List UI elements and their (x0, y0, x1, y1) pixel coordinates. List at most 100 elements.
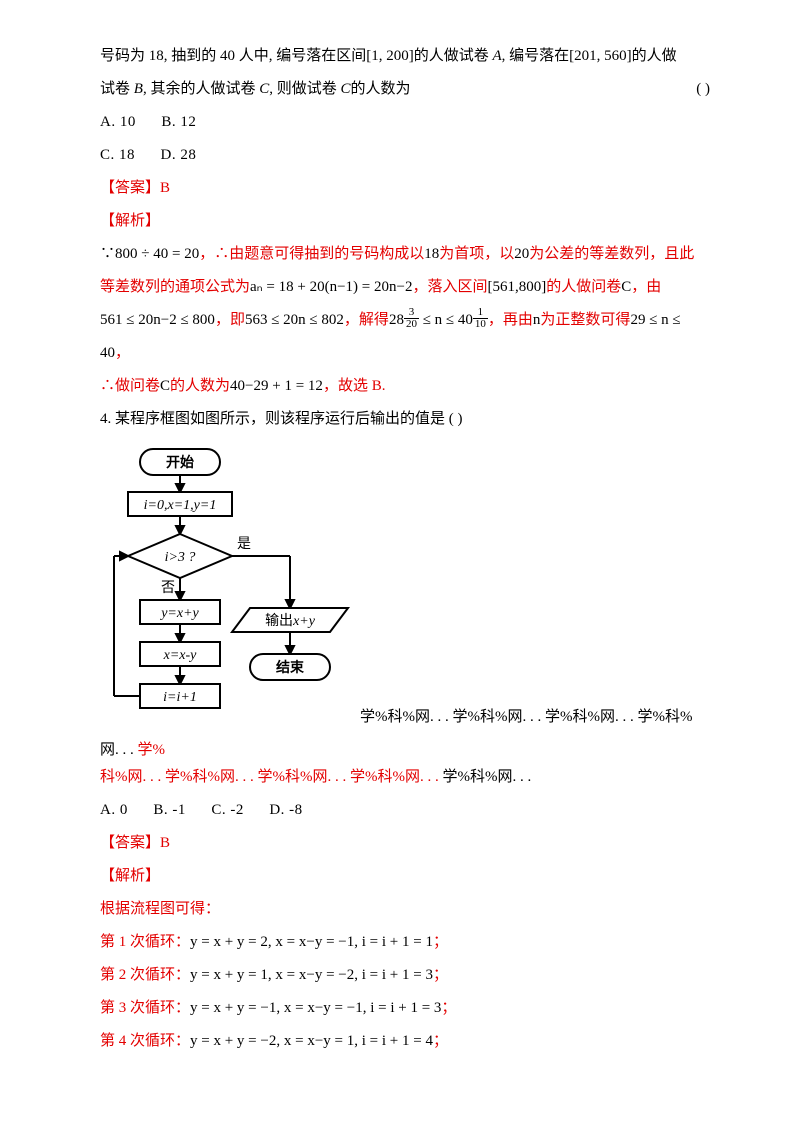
watermark: 学%科%网. . . (258, 769, 351, 785)
answer-paren: ( ) (696, 73, 710, 106)
q3-explain-3: 561 ≤ 20n−2 ≤ 800，即563 ≤ 20n ≤ 802，解得283… (100, 304, 710, 370)
flow-output: 输出x+y (265, 613, 316, 629)
text: 的人做问卷 (546, 279, 621, 295)
text: 号码为 18, 抽到的 40 人中, 编号落在区间[1, 200]的人做试卷 (100, 48, 489, 64)
flow-s1: y=x+y (159, 606, 199, 621)
option-b: B. -1 (153, 802, 186, 818)
q3-options-row2: C. 18 D. 28 (100, 139, 710, 172)
watermark: 学%科%网. . . (360, 709, 453, 725)
text: 为正整数可得 (540, 312, 630, 328)
q3-explain-1: ∵800 ÷ 40 = 20，∴由题意可得抽到的号码构成以18为首项，以20为公… (100, 238, 710, 271)
text: ，即 (215, 312, 245, 328)
watermark: 科%网. . . (100, 769, 165, 785)
flow-yes: 是 (237, 537, 251, 552)
q4-explain-intro: 根据流程图可得： (100, 893, 710, 926)
q4-answer: 【答案】B (100, 827, 710, 860)
var-C: C (160, 378, 170, 394)
mixed-fraction: 40110 (458, 312, 488, 328)
option-c: C. 18 (100, 147, 135, 163)
semi: ； (433, 967, 448, 983)
q4-loop1: 第 1 次循环：y = x + y = 2, x = x−y = −1, i =… (100, 926, 710, 959)
q4-stem: 4. 某程序框图如图所示，则该程序运行后输出的值是 ( ) (100, 403, 710, 436)
semi: ； (441, 1000, 456, 1016)
flow-end: 结束 (276, 659, 305, 676)
text: , 编号落在[201, 560]的人做 (502, 48, 677, 64)
q4-options: A. 0 B. -1 C. -2 D. -8 (100, 794, 710, 827)
q3-explain-2: 等差数列的通项公式为aₙ = 18 + 20(n−1) = 20n−2，落入区间… (100, 271, 710, 304)
q4-explain-label: 【解析】 (100, 860, 710, 893)
text: ，由 (631, 279, 661, 295)
flow-start: 开始 (166, 454, 194, 471)
text: , 其余的人做试卷 (143, 81, 256, 97)
q4-loop2: 第 2 次循环：y = x + y = 1, x = x−y = −2, i =… (100, 959, 710, 992)
var-B: B (134, 81, 143, 97)
option-d: D. 28 (161, 147, 197, 163)
watermark-line2: 科%网. . . 学%科%网. . . 学%科%网. . . 学%科%网. . … (100, 761, 710, 794)
flow-s3: i=i+1 (163, 690, 197, 705)
text: 的人数为 (351, 81, 411, 97)
var-A: A (493, 48, 502, 64)
watermark: 学% (138, 742, 166, 758)
text: ， (115, 345, 130, 361)
q3-explain-label: 【解析】 (100, 205, 710, 238)
num: 20 (514, 246, 529, 262)
q4-loop3: 第 3 次循环：y = x + y = −1, x = x−y = −1, i … (100, 992, 710, 1025)
math: aₙ = 18 + 20(n−1) = 20n−2 (250, 279, 412, 295)
option-c: C. -2 (211, 802, 244, 818)
flowchart-icon: 开始 i=0,x=1,y=1 i>3 ? 是 否 y=x+y (100, 444, 360, 734)
math: y = x + y = −1, x = x−y = −1, i = i + 1 … (190, 1000, 441, 1016)
semi: ； (433, 1033, 448, 1049)
text: 为首项，以 (439, 246, 514, 262)
text: ，再由 (488, 312, 533, 328)
text: ∴做问卷 (100, 378, 160, 394)
text: 试卷 (100, 81, 130, 97)
text: 的人数为 (170, 378, 230, 394)
watermark: 学%科%网. . . (453, 709, 546, 725)
flow-s2: x=x-y (163, 648, 198, 663)
mixed-fraction: 28320 (389, 312, 419, 328)
loop-label: 第 2 次循环： (100, 967, 190, 983)
q3-options-row1: A. 10 B. 12 (100, 106, 710, 139)
math: ≤ n ≤ (419, 312, 458, 328)
q3-stem-line1: 号码为 18, 抽到的 40 人中, 编号落在区间[1, 200]的人做试卷 A… (100, 40, 710, 73)
loop-label: 第 3 次循环： (100, 1000, 190, 1016)
loop-label: 第 1 次循环： (100, 934, 190, 950)
loop-label: 第 4 次循环： (100, 1033, 190, 1049)
math: 563 ≤ 20n ≤ 802 (245, 312, 344, 328)
option-a: A. 10 (100, 114, 136, 130)
math: y = x + y = −2, x = x−y = 1, i = i + 1 =… (190, 1033, 433, 1049)
q4-flowchart-row: 开始 i=0,x=1,y=1 i>3 ? 是 否 y=x+y (100, 436, 710, 767)
text: ，故选 B. (323, 378, 386, 394)
q3-stem-line2: 试卷 B, 其余的人做试卷 C, 则做试卷 C的人数为 ( ) (100, 73, 710, 106)
flow-cond: i>3 ? (165, 550, 196, 565)
math: y = x + y = 2, x = x−y = −1, i = i + 1 =… (190, 934, 433, 950)
math: 40−29 + 1 = 12 (230, 378, 323, 394)
option-d: D. -8 (269, 802, 302, 818)
math: y = x + y = 1, x = x−y = −2, i = i + 1 =… (190, 967, 433, 983)
watermark: 学%科%网. . . (545, 709, 638, 725)
text: ，∴由题意可得抽到的号码构成以 (199, 246, 424, 262)
option-b: B. 12 (161, 114, 196, 130)
var-C: C (259, 81, 269, 97)
option-a: A. 0 (100, 802, 128, 818)
watermark: 学%科%网. . . (443, 769, 532, 785)
watermark: 学%科%网. . . (165, 769, 258, 785)
text: , 则做试卷 (269, 81, 337, 97)
text: 为公差的等差数列，且此 (529, 246, 694, 262)
flow-no: 否 (161, 581, 175, 596)
semi: ； (433, 934, 448, 950)
interval: [561,800] (487, 279, 546, 295)
text: ，解得 (344, 312, 389, 328)
q3-answer: 【答案】B (100, 172, 710, 205)
q4-loop4: 第 4 次循环：y = x + y = −2, x = x−y = 1, i =… (100, 1025, 710, 1058)
q3-explain-4: ∴做问卷C的人数为40−29 + 1 = 12，故选 B. (100, 370, 710, 403)
flow-init: i=0,x=1,y=1 (144, 498, 217, 513)
text: 等差数列的通项公式为 (100, 279, 250, 295)
page-content: 号码为 18, 抽到的 40 人中, 编号落在区间[1, 200]的人做试卷 A… (0, 0, 800, 1098)
math: ∵800 ÷ 40 = 20 (100, 246, 199, 262)
var-C: C (621, 279, 631, 295)
text: ，落入区间 (412, 279, 487, 295)
math: 561 ≤ 20n−2 ≤ 800 (100, 312, 215, 328)
var-C: C (340, 81, 350, 97)
watermark: 学%科%网. . . (350, 769, 443, 785)
